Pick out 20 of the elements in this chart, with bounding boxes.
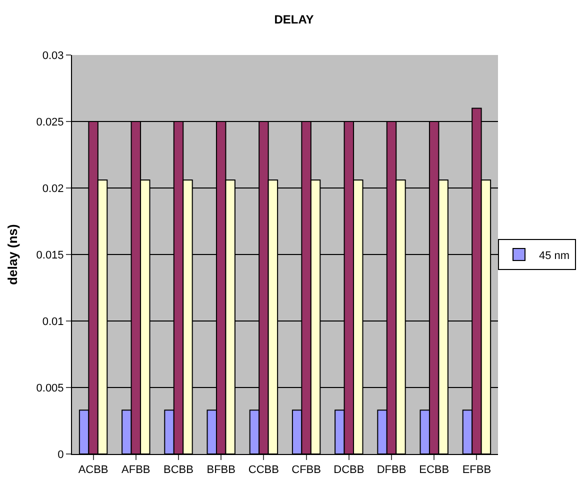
legend-label: 45 nm <box>539 250 570 262</box>
x-tick-label: CCBB <box>248 464 279 476</box>
x-tick-label: EFBB <box>462 464 492 476</box>
x-tick-label: ECBB <box>419 464 450 476</box>
x-tick-label: DFBB <box>376 464 406 476</box>
y-tick-label: 0.01 <box>42 316 64 328</box>
y-tick-label: 0.025 <box>36 116 64 128</box>
y-tick-label: 0.015 <box>36 249 64 262</box>
x-tick-label: BFBB <box>206 464 236 476</box>
y-tick-label: 0.02 <box>42 182 64 195</box>
y-tick-label: 0 <box>58 448 64 461</box>
y-tick-label: 0.03 <box>42 50 64 62</box>
x-tick-label: BCBB <box>164 464 194 476</box>
x-tick-label: AFBB <box>122 464 150 476</box>
x-tick-label: CFBB <box>292 464 321 476</box>
y-tick-label: 0.005 <box>36 382 64 394</box>
y-axis-title: delay (ns) <box>5 224 20 285</box>
chart-title: DELAY <box>274 12 314 27</box>
x-tick-label: DCBB <box>334 464 364 476</box>
x-tick-label: ACBB <box>78 464 108 476</box>
